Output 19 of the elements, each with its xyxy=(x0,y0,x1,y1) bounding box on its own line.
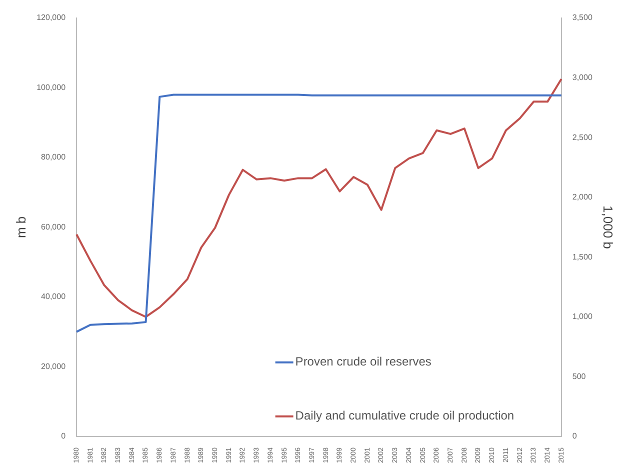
y2-tick-label: 500 xyxy=(572,372,586,381)
y2-tick-label: 1,000 xyxy=(572,312,593,322)
y-tick-label: 80,000 xyxy=(41,152,66,162)
y-tick-label: 40,000 xyxy=(41,292,66,302)
y2-tick-label: 1,500 xyxy=(572,252,593,262)
y2-tick-label: 0 xyxy=(572,432,578,441)
y2-tick-label: 2,500 xyxy=(572,132,593,142)
y-tick-label: 120,000 xyxy=(36,13,66,22)
y2-tick-label: 3,000 xyxy=(572,72,593,82)
legend-label: Proven crude oil reserves xyxy=(295,354,432,369)
y-tick-label: 60,000 xyxy=(41,222,66,232)
y2-tick-label: 3,500 xyxy=(572,13,593,22)
legend-label: Daily and cumulative crude oil production xyxy=(295,408,514,423)
y2-axis-title: 1,000 b xyxy=(600,206,616,249)
y-tick-label: 0 xyxy=(61,432,66,441)
y-tick-label: 20,000 xyxy=(41,362,66,371)
y-axis-title: m b xyxy=(13,216,28,238)
y2-tick-label: 2,000 xyxy=(572,192,593,202)
y-tick-label: 100,000 xyxy=(36,82,66,92)
